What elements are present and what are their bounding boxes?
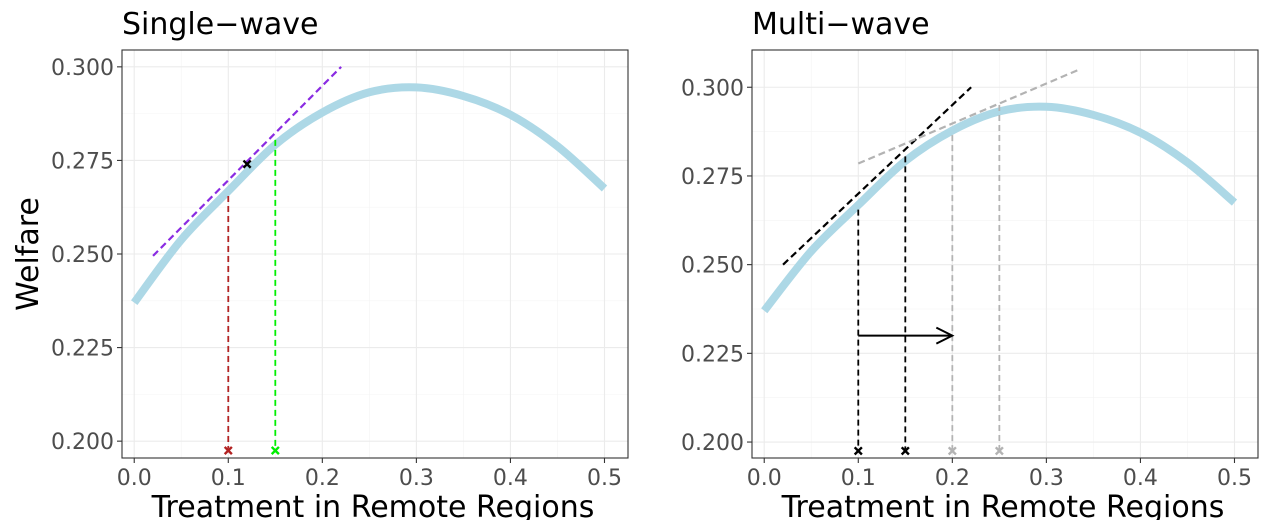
multi-wave-cross-marker-3: [994, 446, 1004, 456]
single-wave-y-tick-label: 0.225: [51, 337, 114, 362]
multi-wave-x-tick-label: 0.2: [935, 466, 970, 491]
single-wave-x-tick-label: 0.2: [305, 466, 340, 491]
multi-wave-x-tick-label: 0.0: [747, 466, 782, 491]
single-wave-y-tick-label: 0.300: [51, 56, 114, 81]
multi-wave-tangent-line-0: [782, 86, 972, 266]
single-wave-grid: [122, 50, 628, 458]
single-wave-y-tick-label: 0.250: [51, 243, 114, 268]
single-wave-x-tick-label: 0.4: [493, 466, 528, 491]
multi-wave-tangent-line-1: [857, 68, 1080, 165]
multi-wave-ticks: 0.0 0.1 0.2 0.3 0.4 0.5 0.200 0.225 0.250 0.275 0.…: [681, 76, 1252, 491]
single-wave-cross-marker-1: [223, 446, 233, 455]
multi-wave-y-tick-label: 0.275: [681, 165, 744, 190]
multi-wave-panel: Multi−wave 0.0 0.1 0.2 0.3 0.4 0.50.2000.2250…: [681, 7, 1259, 520]
multi-wave-y-tick-label: 0.300: [681, 76, 744, 101]
single-wave-panel: Single−wave 0.0 0.1 0.2 0.3 0.4 0.5 0.200 0.225…: [51, 7, 629, 520]
single-wave-series: [131, 66, 608, 455]
single-wave-x-tick-label: 0.0: [117, 466, 152, 491]
multi-wave-x-tick-label: 0.4: [1123, 466, 1158, 491]
single-wave-x-axis-title: Treatment in Remote Regions: [151, 490, 595, 520]
single-wave-title: Single−wave: [122, 7, 319, 42]
single-wave-x-tick-label: 0.5: [587, 466, 622, 491]
single-wave-tangent-line-0: [152, 66, 342, 257]
single-wave-cross-marker-2: [270, 446, 280, 455]
multi-wave-panel-border: [751, 49, 1259, 459]
multi-wave-cross-marker-2: [947, 446, 957, 456]
multi-wave-x-tick-label: 0.1: [841, 466, 876, 491]
multi-wave-cross-marker-0: [853, 446, 863, 456]
multi-wave-cross-marker-1: [900, 446, 910, 456]
single-wave-ticks: 0.0 0.1 0.2 0.3 0.4 0.5 0.200 0.225 0.250 0.275 0.…: [51, 56, 622, 491]
multi-wave-title: Multi−wave: [752, 7, 930, 42]
single-wave-y-tick-label: 0.275: [51, 149, 114, 174]
multi-wave-y-tick-label: 0.200: [681, 431, 744, 456]
single-wave-welfare-curve: [131, 83, 608, 306]
y-axis-title: Welfare: [11, 197, 46, 311]
single-wave-x-tick-label: 0.1: [211, 466, 246, 491]
single-wave-y-tick-label: 0.200: [51, 430, 114, 455]
single-wave-x-tick-label: 0.3: [399, 466, 434, 491]
multi-wave-series: [761, 68, 1238, 456]
single-wave-cross-marker-0: [242, 159, 252, 169]
multi-wave-x-tick-label: 0.5: [1217, 466, 1252, 491]
multi-wave-x-tick-label: 0.3: [1029, 466, 1064, 491]
multi-wave-y-tick-label: 0.225: [681, 342, 744, 367]
multi-wave-welfare-curve: [761, 102, 1238, 314]
multi-wave-y-tick-label: 0.250: [681, 254, 744, 279]
multi-wave-x-axis-title: Treatment in Remote Regions: [781, 490, 1225, 520]
